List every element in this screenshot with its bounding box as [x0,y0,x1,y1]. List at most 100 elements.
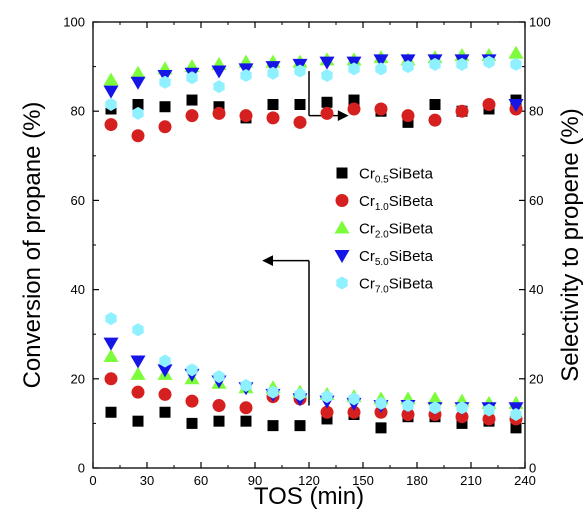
cr70-sibeta-selectivity-point [375,62,387,76]
cr10-sibeta-selectivity-point [401,109,415,123]
cr70-sibeta-conversion-point [213,370,225,384]
y-tick-label-right: 40 [529,282,543,297]
cr70-sibeta-selectivity-point [105,98,117,112]
cr10-sibeta-selectivity-point [158,120,172,134]
cr70-sibeta-selectivity-point [456,57,468,71]
cr70-sibeta-conversion-point [483,403,495,417]
y-tick-label-left: 100 [63,15,85,30]
cr10-sibeta-selectivity-point [482,98,496,112]
cr10-sibeta-selectivity-point [185,109,199,123]
cr70-sibeta-conversion-point [375,396,387,410]
legend-group: Cr0.5SiBeta Cr1.0SiBeta Cr2.0SiBeta Cr5.0Si… [334,166,434,296]
cr05-sibeta-selectivity-point [294,99,306,111]
y-tick-label-right: 60 [529,193,543,208]
x-tick-label: 180 [406,473,428,488]
legend-label-cr20-sibeta: Cr2.0SiBeta [359,221,434,241]
cr10-sibeta-selectivity-point [293,115,307,129]
cr50-sibeta-conversion-point [157,364,173,378]
x-tick-label: 60 [194,473,208,488]
y-tick-label-left: 60 [71,193,85,208]
cr05-sibeta-conversion-point [105,406,117,418]
x-tick-label: 120 [298,473,320,488]
x-tick-label: 210 [460,473,482,488]
cr10-sibeta-selectivity-point [428,113,442,127]
cr10-sibeta-conversion-point [401,407,415,421]
cr70-sibeta-selectivity-point [402,60,414,74]
cr10-sibeta-selectivity-point [131,129,145,143]
cr70-sibeta-conversion-point [510,407,522,421]
cr20-sibeta-selectivity-point [103,72,119,86]
cr10-sibeta-conversion-point [104,372,118,386]
y-tick-label-right: 20 [529,371,543,386]
legend-label-cr10-sibeta: Cr1.0SiBeta [359,193,434,213]
y-axis-title-left: Conversion of propane (%) [19,102,46,389]
y-tick-label-left: 40 [71,282,85,297]
legend-label-cr50-sibeta: Cr5.0SiBeta [359,248,434,268]
cr20-sibeta-conversion-point [103,349,119,362]
cr70-sibeta-selectivity-point [186,71,198,85]
cr05-sibeta-conversion-point [375,422,387,434]
conversion-arrow-head [262,255,273,266]
legend-marker-cr70-sibeta [336,276,348,290]
cr10-sibeta-conversion-point [185,394,199,408]
cr10-sibeta-selectivity-point [347,102,361,116]
legend-marker-cr20-sibeta [334,220,350,234]
y-tick-label-left: 20 [71,371,85,386]
cr05-sibeta-conversion-point [132,415,144,427]
selectivity-arrow-head [337,110,349,122]
y-tick-label-right: 100 [529,15,551,30]
cr70-sibeta-conversion-point [267,385,279,399]
cr05-sibeta-conversion-point [321,413,333,425]
cr05-sibeta-conversion-point [267,420,279,432]
cr05-sibeta-conversion-point [456,417,468,429]
cr50-sibeta-selectivity-point [508,99,524,113]
cr10-sibeta-conversion-point [347,405,361,419]
cr05-sibeta-selectivity-point [132,99,144,111]
cr10-sibeta-selectivity-point [320,106,334,120]
cr10-sibeta-selectivity-point [266,111,280,125]
x-tick-label: 240 [514,473,536,488]
y-tick-label-left: 80 [71,104,85,119]
cr05-sibeta-conversion-point [510,422,522,434]
cr05-sibeta-selectivity-point [267,99,279,111]
cr70-sibeta-selectivity-point [213,80,225,94]
cr70-sibeta-selectivity-point [321,69,333,83]
x-tick-label: 0 [89,473,96,488]
cr20-sibeta-conversion-point [427,391,443,405]
cr70-sibeta-conversion-point [348,392,360,406]
x-tick-label: 150 [352,473,374,488]
cr70-sibeta-selectivity-point [483,55,495,69]
y-tick-label-right: 80 [529,104,543,119]
cr05-sibeta-selectivity-point [186,94,198,106]
y-axis-title-right: Selectivity to propene (%) [557,108,584,381]
cr70-sibeta-selectivity-point [132,106,144,120]
cr05-sibeta-conversion-point [294,420,306,432]
cr50-sibeta-conversion-point [103,337,119,351]
cr10-sibeta-selectivity-point [455,104,469,118]
cr10-sibeta-conversion-point [131,385,145,399]
cr20-sibeta-selectivity-point [130,65,146,79]
cr70-sibeta-conversion-point [132,323,144,337]
cr05-sibeta-selectivity-point [348,94,360,106]
cr70-sibeta-conversion-point [456,401,468,415]
cr70-sibeta-conversion-point [159,354,171,368]
cr10-sibeta-conversion-point [320,405,334,419]
cr05-sibeta-selectivity-point [213,101,225,113]
cr20-sibeta-selectivity-point [508,45,524,59]
cr70-sibeta-conversion-point [429,401,441,415]
cr05-sibeta-selectivity-point [429,99,441,111]
cr05-sibeta-conversion-point [240,415,252,427]
cr10-sibeta-selectivity-point [104,118,118,132]
cr10-sibeta-selectivity-point [212,106,226,120]
cr10-sibeta-conversion-point [239,401,253,415]
cr50-sibeta-selectivity-point [373,54,389,68]
cr50-sibeta-selectivity-point [211,65,227,79]
x-tick-label: 90 [248,473,262,488]
cr05-sibeta-selectivity-point [159,101,171,113]
cr70-sibeta-selectivity-point [294,64,306,78]
cr70-sibeta-selectivity-point [240,69,252,83]
cr10-sibeta-conversion-point [212,399,226,413]
cr10-sibeta-conversion-point [158,387,172,401]
